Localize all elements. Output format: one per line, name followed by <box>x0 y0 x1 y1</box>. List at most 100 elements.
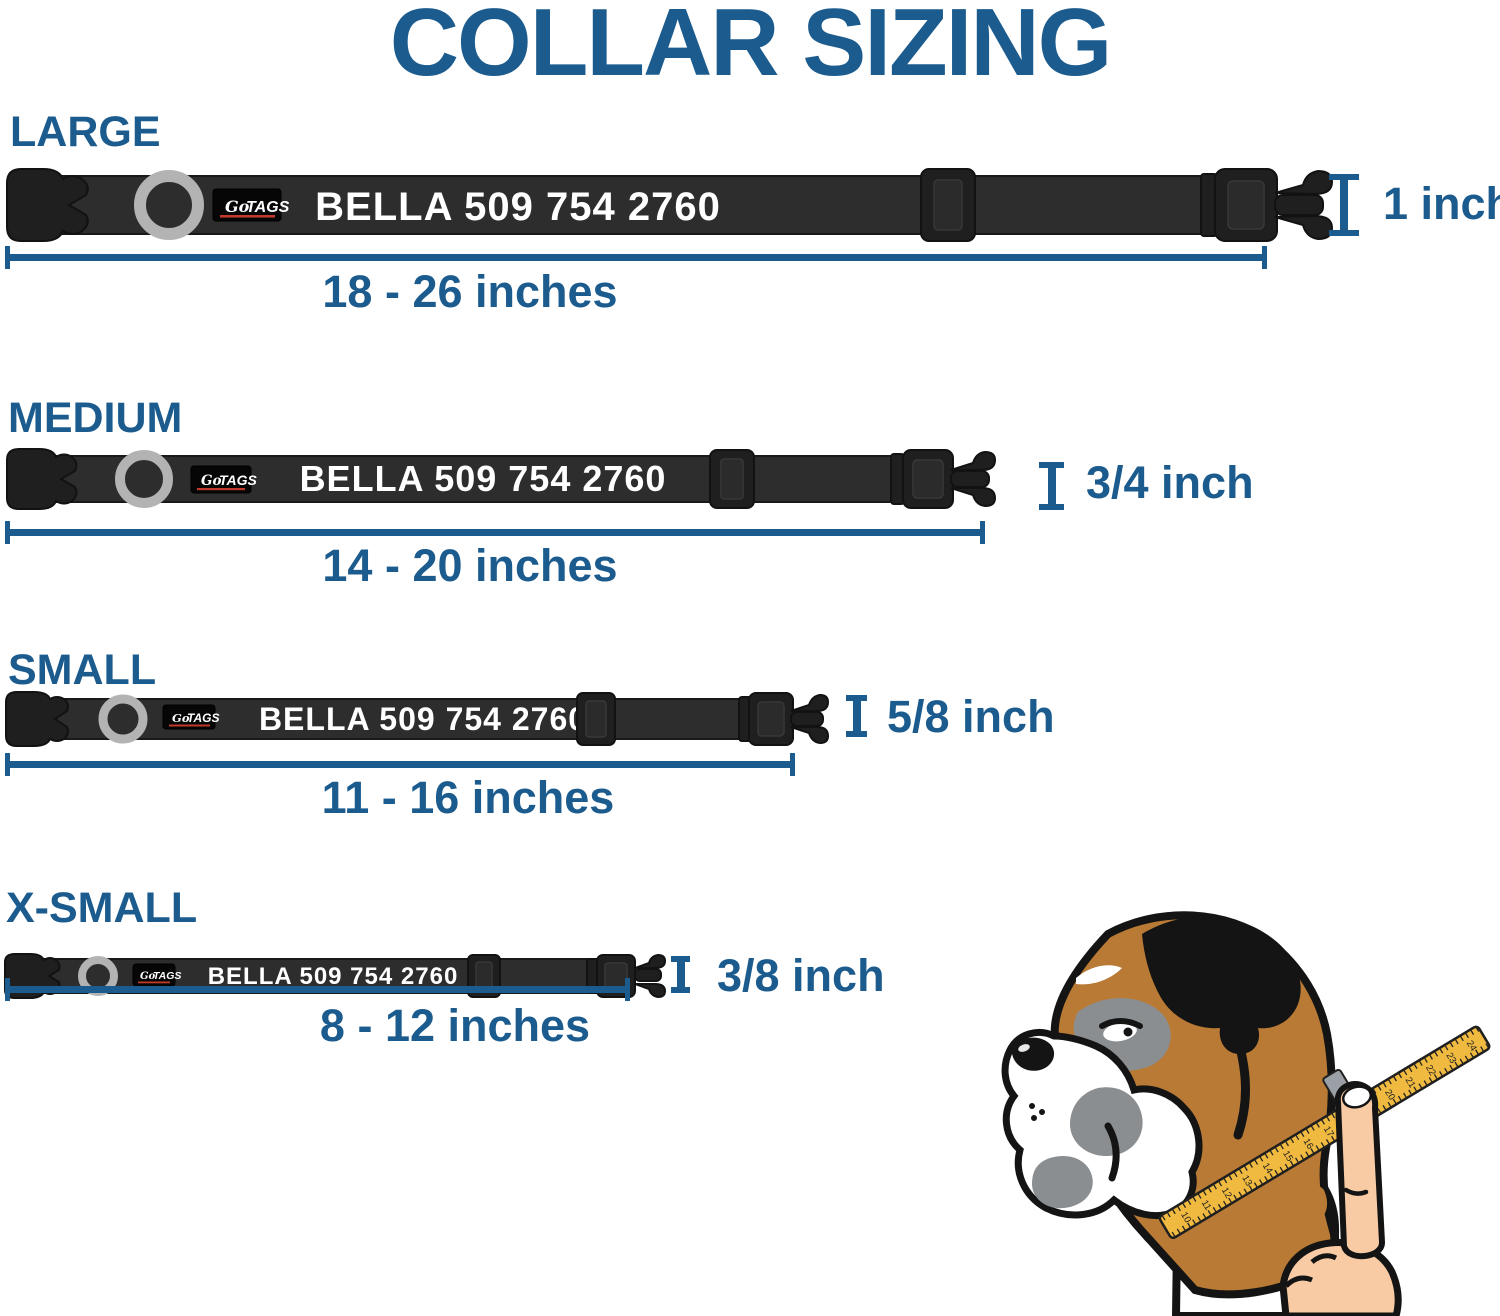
tape-tick <box>1403 1092 1408 1099</box>
tape-tick <box>1485 1043 1490 1050</box>
tape-tick <box>1217 1180 1223 1187</box>
length-label-small: 11 - 16 inches <box>321 772 615 823</box>
tape-tick <box>1171 1231 1176 1238</box>
brand-underline <box>169 724 210 727</box>
tape-tick <box>1207 1186 1212 1193</box>
dog-measuring-illustration: 101112131415161718192021222324 <box>1001 911 1491 1316</box>
tape-number: 24 <box>1464 1039 1479 1054</box>
dog-blaze <box>1076 965 1122 985</box>
right-buckle <box>890 449 997 509</box>
tape-tick <box>1464 1055 1469 1062</box>
left-buckle <box>5 691 69 747</box>
collar-illustration-xsmall: Go TAGS BELLA 509 754 2760 <box>4 953 667 999</box>
collar-illustration-small: Go TAGS BELLA 509 754 2760 <box>5 691 830 747</box>
tape-tick <box>1264 1152 1269 1159</box>
finger-crease <box>1343 1187 1369 1196</box>
brand-caps-text: TAGS <box>153 970 181 982</box>
tape-tick <box>1331 1112 1336 1119</box>
tape-tick <box>1192 1219 1197 1226</box>
tape-tick <box>1475 1049 1480 1056</box>
tape-tick <box>1274 1146 1279 1153</box>
tape-tick <box>1449 1041 1454 1048</box>
tape-tick <box>1459 1035 1464 1042</box>
length-line-large <box>5 246 1267 269</box>
tape-tick <box>1284 1140 1289 1147</box>
collar-name-text: BELLA 509 754 2760 <box>259 701 587 737</box>
tape-tick <box>1397 1072 1403 1079</box>
tape-tick <box>1253 1182 1259 1189</box>
tape-band <box>1158 1025 1491 1240</box>
tape-tick <box>1418 1060 1423 1066</box>
tape-tick <box>1315 1145 1320 1152</box>
tape-tick <box>1289 1160 1295 1167</box>
tape-tick <box>1238 1191 1243 1198</box>
tape-tick <box>1243 1165 1248 1171</box>
brand-patch: Go TAGS <box>212 188 290 222</box>
tape-tick <box>1248 1162 1253 1168</box>
tape-tick <box>1212 1207 1217 1213</box>
tape-tick <box>1320 1118 1325 1125</box>
tape-tick <box>1433 1050 1439 1057</box>
tape-tick <box>1274 1169 1279 1176</box>
page-title: COLLAR SIZING <box>389 0 1113 96</box>
tape-tick <box>1315 1121 1320 1128</box>
tape-tick <box>1439 1071 1444 1077</box>
tape-number: 11 <box>1199 1198 1214 1212</box>
fingernail <box>1341 1085 1373 1109</box>
tape-number: 22 <box>1423 1063 1438 1078</box>
tape-tick <box>1444 1044 1449 1051</box>
hand <box>1279 1081 1402 1316</box>
tape-number: 12 <box>1219 1186 1234 1201</box>
brand-patch-bg <box>212 188 282 222</box>
tape-tick <box>1428 1053 1433 1060</box>
tape-tick <box>1166 1211 1171 1218</box>
tape-tick <box>1228 1174 1233 1181</box>
tape-tick <box>1248 1185 1253 1192</box>
tape-tick <box>1176 1205 1181 1212</box>
tape-number: 23 <box>1443 1051 1458 1066</box>
width-indicator-medium <box>1039 462 1064 510</box>
tape-tick <box>1233 1171 1238 1178</box>
dog-nose-highlight <box>1018 1044 1030 1052</box>
brand-script-text: Go <box>201 473 222 489</box>
tape-marks: 101112131415161718192021222324 <box>1161 1026 1490 1238</box>
length-label-xsmall: 8 - 12 inches <box>319 1000 591 1051</box>
tape-tick <box>1192 1196 1197 1202</box>
brand-script-text: Go <box>140 971 156 982</box>
tape-tick <box>1269 1149 1274 1156</box>
collar-name-text: BELLA 509 754 2760 <box>300 458 667 499</box>
width-label-small: 5/8 inch <box>887 691 1055 742</box>
dog-whisker-dot <box>1039 1109 1045 1115</box>
tape-tick <box>1469 1052 1475 1059</box>
tape-tick <box>1459 1058 1464 1065</box>
tape-tick <box>1269 1173 1274 1179</box>
measuring-tape: 101112131415161718192021222324 <box>1158 1025 1491 1240</box>
tape-tick <box>1243 1188 1248 1195</box>
tape-tick <box>1325 1139 1331 1145</box>
tape-tick <box>1295 1134 1300 1141</box>
tape-tick <box>1238 1168 1243 1175</box>
tape-tick <box>1253 1158 1259 1165</box>
tape-tick <box>1217 1203 1223 1210</box>
brand-patch-bg <box>162 704 216 730</box>
tape-tick <box>1449 1064 1454 1071</box>
dog-ear <box>1142 916 1301 1054</box>
tape-tick <box>1423 1080 1428 1087</box>
length-label-large: 18 - 26 inches <box>322 266 618 317</box>
tape-number: 16 <box>1301 1137 1316 1152</box>
tape-tick <box>1439 1047 1444 1054</box>
tape-number: 17 <box>1321 1124 1336 1139</box>
tape-tick <box>1382 1105 1387 1111</box>
tape-tick <box>1295 1157 1300 1164</box>
length-line-xsmall <box>5 978 630 1001</box>
tape-tick <box>1413 1086 1418 1093</box>
tape-number: 10 <box>1178 1210 1193 1225</box>
length-line-small <box>5 753 795 776</box>
width-label-large: 1 inch <box>1383 178 1500 229</box>
tape-tick <box>1197 1192 1202 1199</box>
tape-tick <box>1428 1077 1433 1084</box>
slider <box>920 168 976 242</box>
tape-tick <box>1187 1222 1192 1229</box>
size-label-large: LARGE <box>10 108 161 156</box>
